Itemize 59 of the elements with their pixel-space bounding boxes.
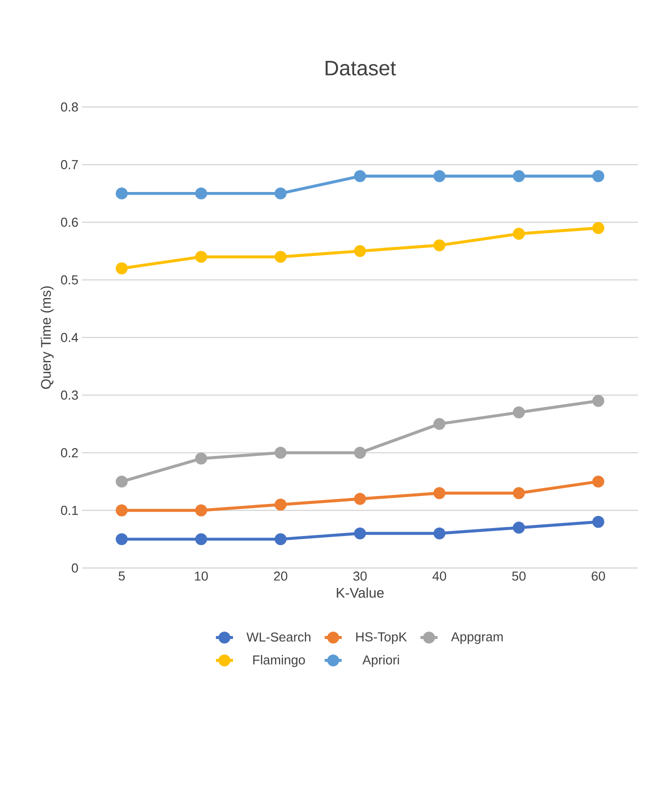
point [433,527,446,540]
point [354,170,366,182]
point [433,239,446,252]
x-axis-title: K-Value [336,588,384,598]
x-tick-label: 10 [194,572,208,581]
point [116,187,128,200]
point [354,245,366,258]
point [592,516,604,528]
legend-label: HS-TopK [356,632,407,644]
point [274,498,287,511]
y-tick-label: 0.3 [60,390,78,400]
point [592,170,604,182]
x-tick-label: 50 [512,572,526,581]
x-tick-label: 30 [353,572,367,581]
point [274,250,287,263]
point [512,170,525,182]
point [512,522,525,534]
legend-label: Flamingo [253,654,305,668]
point [195,250,208,263]
point [354,446,366,459]
point [592,222,604,234]
point [354,527,366,540]
point [116,504,128,516]
point [274,187,287,200]
point [592,394,604,407]
y-tick-label: 0 [72,563,78,573]
point [433,170,446,182]
point [433,487,446,500]
x-tick-label: 60 [592,572,605,581]
point [195,187,208,200]
y-tick-label: 0.6 [60,218,78,227]
point [512,487,525,500]
point [592,476,604,488]
y-tick-label: 0.2 [60,448,78,458]
point [195,504,208,516]
x-tick-label: 5 [118,572,125,581]
point [116,262,128,274]
point [274,446,287,459]
y-tick-label: 0.1 [60,506,78,515]
point [433,418,446,430]
point [512,228,525,240]
x-tick-label: 20 [274,572,288,581]
legend-label: Apriori [362,654,399,668]
y-tick-label: 0.7 [60,160,78,170]
y-tick-label: 0.8 [60,102,78,112]
legend-label: Appgram [451,632,503,644]
point [195,533,208,546]
chart-title: Dataset [326,60,396,76]
legend-label: WL-Search [246,632,310,642]
point [274,533,287,546]
point [354,492,366,505]
x-tick-label: 40 [432,572,446,581]
point [116,476,128,488]
y-axis-title: Query Time (ms) [40,286,54,389]
point [116,533,128,546]
y-tick-label: 0.5 [60,275,78,284]
y-tick-label: 0.4 [60,332,78,342]
point [512,406,525,418]
point [195,452,208,464]
